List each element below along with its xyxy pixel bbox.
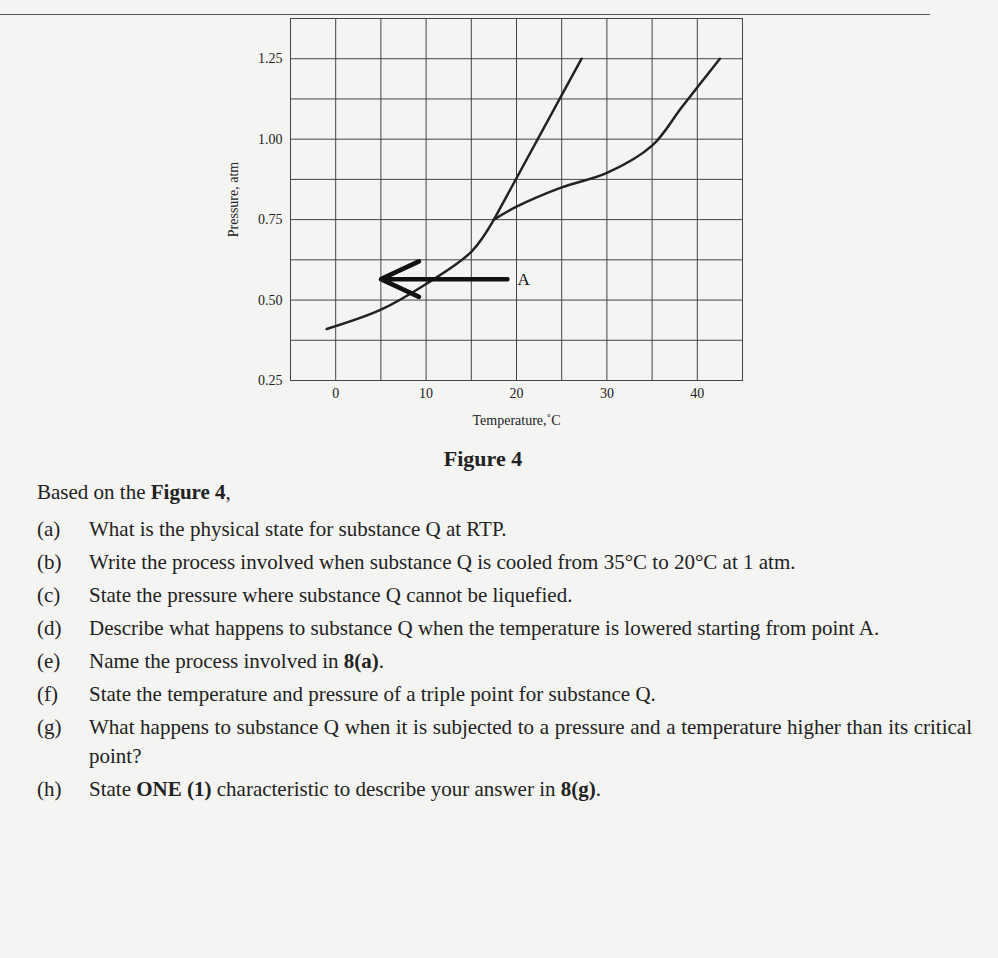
html-text:Write the process involved whe: Write the process involved when substanc… [89, 550, 796, 574]
svg-text:20: 20 [510, 386, 524, 401]
html-text:What happens to substance Q wh: What happens to substance Q when it is s… [89, 715, 972, 768]
svg-text:A: A [517, 270, 530, 289]
html-text:Figure 4: Figure 4 [443, 446, 523, 471]
html-text:State the temperature and pres: State the temperature and pressure of a … [89, 682, 656, 706]
html-text:(e): (e) [37, 649, 61, 673]
svg-text:30: 30 [600, 386, 614, 401]
html-text:(g): (g) [37, 715, 62, 739]
html-text:Name the process involved in 8: Name the process involved in 8(a). [89, 649, 385, 673]
html-text:(f): (f) [37, 682, 58, 706]
svg-text:0.50: 0.50 [258, 293, 283, 308]
svg-text:0: 0 [332, 386, 339, 401]
html-text:Describe what happens to subst: Describe what happens to substance Q whe… [89, 616, 880, 640]
svg-text:1.25: 1.25 [258, 51, 283, 66]
html-text:(h): (h) [37, 777, 62, 801]
svg-text:1.00: 1.00 [258, 132, 283, 147]
html-text:(c): (c) [37, 583, 61, 607]
html-text:What is the physical state for: What is the physical state for substance… [89, 517, 507, 541]
html-text:State ONE (1) characteristic t: State ONE (1) characteristic to describe… [89, 777, 601, 801]
svg-text:Pressure, atm: Pressure, atm [226, 162, 241, 238]
svg-text:40: 40 [690, 386, 704, 401]
html-text:Based on the Figure 4,: Based on the Figure 4, [37, 480, 231, 504]
svg-text:0.75: 0.75 [258, 212, 283, 227]
svg-text:Temperature,˚C: Temperature,˚C [472, 413, 560, 428]
svg-text:0.25: 0.25 [258, 373, 283, 388]
html-text:(d): (d) [37, 616, 62, 640]
html-text:(b): (b) [37, 550, 62, 574]
svg-text:10: 10 [419, 386, 433, 401]
html-text:(a): (a) [37, 517, 61, 541]
html-text:State the pressure where subst: State the pressure where substance Q can… [89, 583, 573, 607]
